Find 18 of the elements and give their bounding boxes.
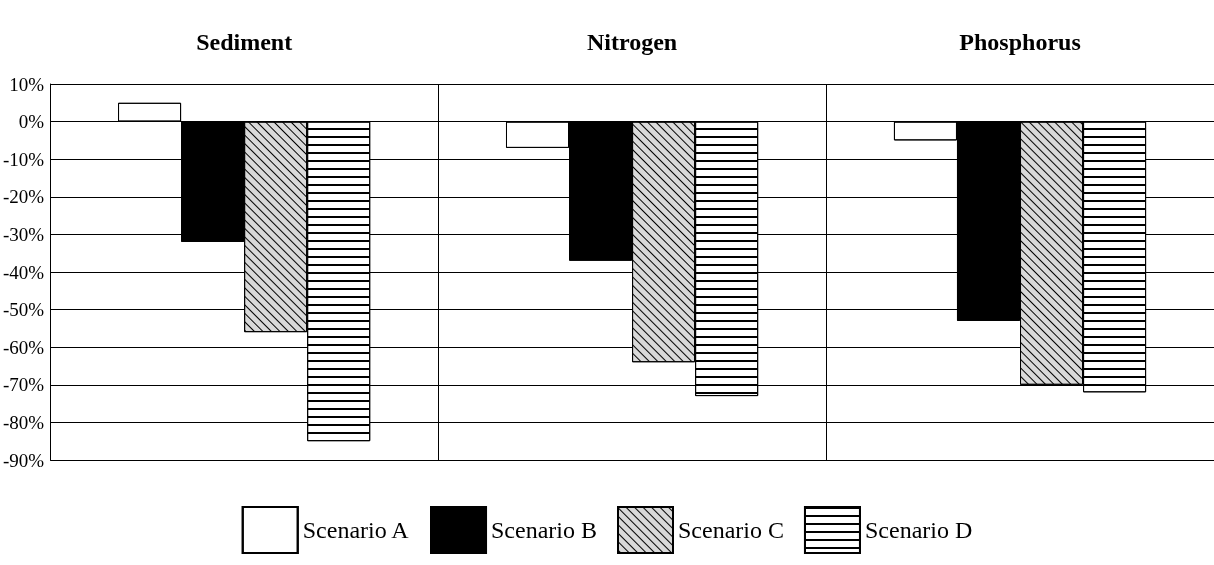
y-tick-label: 10% [9,73,45,95]
y-tick-label: -30% [3,223,45,245]
y-tick-label: -60% [3,336,45,358]
legend-label: Scenario B [491,517,598,543]
y-tick-label: -70% [3,374,45,396]
legend-label: Scenario C [678,517,784,543]
legend-label: Scenario D [864,517,973,543]
y-tick-label: -10% [3,148,45,170]
y-tick-label: -90% [3,449,45,471]
y-tick-label: -50% [3,299,45,321]
x-tick-label: Sediment [196,29,293,55]
y-tick-label: -40% [3,261,45,283]
x-tick-label: Nitrogen [586,29,678,55]
legend-label: Scenario A [302,517,410,543]
y-tick-label: -20% [3,186,45,208]
x-tick-label: Phosphorus [959,29,1081,55]
y-tick-label: -80% [3,411,45,433]
y-tick-label: 0% [18,111,45,133]
